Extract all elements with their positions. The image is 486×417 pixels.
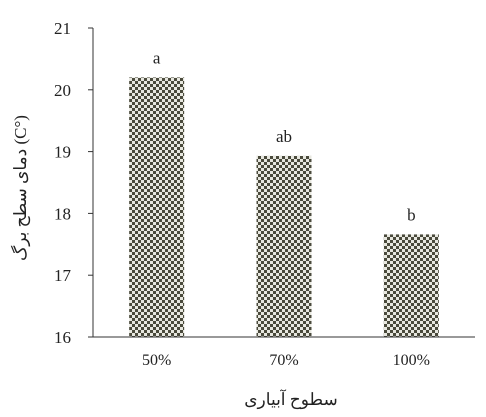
y-axis-title: دمای سطح برگ (C°) [10, 115, 31, 261]
x-tick-label: 70% [269, 352, 298, 369]
bar-significance-label: a [153, 48, 161, 67]
bar [256, 155, 312, 337]
bars-layer [129, 77, 439, 337]
bar-significance-label: ab [276, 127, 292, 146]
y-tick-label: 20 [54, 81, 71, 100]
bar-significance-label: b [407, 205, 416, 224]
y-tick-label: 18 [54, 204, 71, 223]
x-tick-labels: 50% 70% 100% [142, 352, 430, 369]
y-tick-label: 17 [54, 266, 72, 285]
y-tick-label: 19 [54, 143, 71, 162]
bar-significance-labels: a ab b [153, 48, 416, 224]
bar [383, 234, 439, 337]
x-tick-label: 50% [142, 352, 171, 369]
x-tick-label: 100% [393, 352, 430, 369]
y-tick-label: 16 [54, 328, 71, 347]
axes-layer [88, 27, 475, 338]
y-tick-labels: 16 17 18 19 20 21 [54, 19, 72, 347]
bar [129, 77, 185, 337]
x-axis-title: سطوح آبیاری [244, 388, 337, 410]
y-tick-label: 21 [54, 19, 71, 38]
